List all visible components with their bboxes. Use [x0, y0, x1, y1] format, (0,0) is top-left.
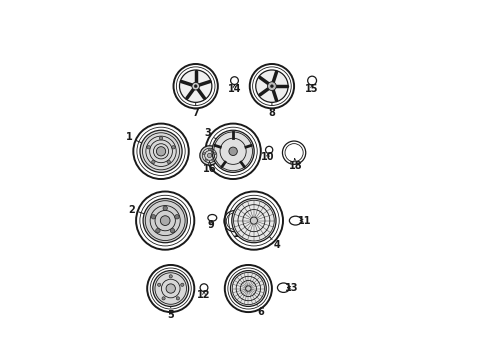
Circle shape	[175, 215, 179, 219]
Circle shape	[176, 297, 179, 300]
Circle shape	[160, 216, 170, 225]
Text: 7: 7	[192, 108, 199, 118]
Circle shape	[152, 160, 155, 163]
Circle shape	[208, 148, 211, 151]
Circle shape	[166, 284, 175, 293]
Circle shape	[179, 70, 212, 102]
Text: 12: 12	[197, 291, 211, 301]
Circle shape	[212, 159, 214, 161]
Text: 8: 8	[269, 108, 275, 118]
Text: 10: 10	[261, 152, 274, 162]
Circle shape	[151, 215, 156, 219]
Circle shape	[156, 147, 166, 156]
Circle shape	[147, 145, 150, 149]
Text: 6: 6	[257, 307, 264, 317]
Circle shape	[270, 85, 273, 87]
Circle shape	[212, 130, 254, 172]
Circle shape	[156, 228, 160, 233]
Circle shape	[203, 153, 205, 155]
Text: 13: 13	[285, 283, 299, 293]
Circle shape	[245, 286, 251, 291]
Circle shape	[229, 147, 237, 156]
Circle shape	[169, 275, 172, 278]
Circle shape	[170, 228, 175, 233]
Text: 11: 11	[298, 216, 312, 226]
Circle shape	[214, 153, 216, 155]
Circle shape	[250, 217, 257, 224]
Circle shape	[172, 145, 175, 149]
Text: 14: 14	[228, 84, 241, 94]
Text: 3: 3	[205, 128, 212, 138]
Circle shape	[207, 153, 212, 158]
Text: 9: 9	[208, 220, 214, 230]
Circle shape	[167, 160, 171, 163]
Text: 18: 18	[289, 161, 302, 171]
Circle shape	[140, 130, 182, 172]
Circle shape	[256, 70, 288, 102]
Text: 17: 17	[233, 229, 247, 239]
Circle shape	[181, 283, 184, 286]
Circle shape	[194, 85, 197, 87]
Circle shape	[158, 283, 161, 286]
Text: 1: 1	[126, 132, 132, 143]
Circle shape	[268, 82, 276, 90]
Circle shape	[159, 136, 163, 140]
Circle shape	[143, 198, 187, 243]
Circle shape	[153, 271, 189, 306]
Circle shape	[163, 206, 168, 211]
Circle shape	[162, 297, 165, 300]
Text: 2: 2	[128, 204, 135, 215]
Circle shape	[200, 146, 219, 165]
Text: 15: 15	[305, 84, 319, 94]
Text: 16: 16	[203, 164, 216, 174]
Circle shape	[192, 82, 199, 90]
Circle shape	[230, 271, 266, 306]
Text: 4: 4	[274, 240, 281, 250]
Text: 5: 5	[168, 310, 174, 320]
Circle shape	[232, 198, 276, 243]
Circle shape	[205, 159, 207, 161]
